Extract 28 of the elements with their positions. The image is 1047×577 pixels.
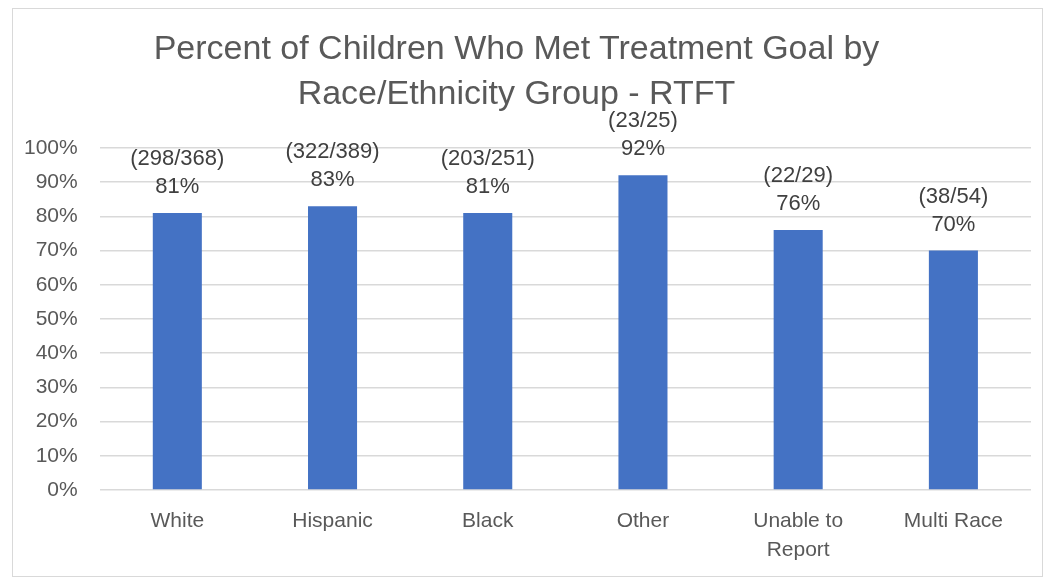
x-tick-label: Hispanic [292, 508, 373, 532]
x-tick-label: Multi Race [903, 508, 1003, 532]
y-tick-label: 10% [35, 442, 78, 466]
y-tick-label: 20% [35, 408, 78, 432]
data-label: (298/368) 81% [130, 145, 225, 199]
x-tick-label: Other [616, 508, 670, 532]
data-label: (322/389) 83% [285, 138, 380, 192]
bar [308, 206, 358, 490]
y-tick-label: 80% [35, 203, 78, 227]
data-label: (38/54) 70% [918, 182, 989, 236]
y-tick-label: 70% [35, 237, 78, 261]
y-tick-label: 60% [35, 271, 78, 295]
y-tick-label: 0% [47, 476, 78, 500]
bar [928, 250, 978, 490]
x-tick-label: Unable to Report [753, 508, 844, 561]
y-tick-label: 90% [35, 169, 78, 192]
data-label: (22/29) 76% [763, 162, 834, 216]
y-tick-label: 100% [23, 134, 78, 158]
data-label: (203/251) 81% [440, 145, 535, 199]
y-tick-label: 40% [35, 340, 78, 364]
bar [773, 230, 823, 490]
bar [152, 212, 202, 490]
y-tick-label: 30% [35, 374, 78, 398]
x-tick-label: Black [462, 508, 514, 532]
bar [463, 212, 513, 490]
bar [618, 175, 668, 490]
x-tick-label: White [150, 508, 205, 532]
y-tick-label: 50% [35, 305, 78, 329]
